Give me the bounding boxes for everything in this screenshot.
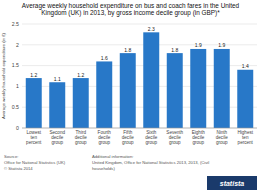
data-label: 1.1	[54, 76, 61, 82]
text-line: group	[51, 140, 63, 145]
text-line: group	[122, 140, 134, 145]
x-tick-label: Sixthdecilegroup	[145, 130, 157, 145]
text-line: group	[98, 140, 110, 145]
x-tick-label: Seconddecilegroup	[49, 130, 65, 145]
text-line: Kingdom (UK) in 2013, by gross income de…	[41, 9, 220, 17]
bar	[237, 70, 253, 128]
bar	[214, 49, 230, 128]
text-line: Source:	[4, 154, 18, 159]
bar	[143, 32, 159, 128]
y-tick-label: 1	[16, 83, 19, 89]
bar	[49, 82, 65, 128]
data-label: 1.6	[101, 55, 108, 61]
bar	[96, 61, 112, 128]
title: Average weekly household expenditure on …	[22, 2, 240, 17]
y-tick-label: 2	[16, 42, 19, 48]
text-line: households)	[92, 166, 115, 171]
text-line: group	[169, 140, 181, 145]
text-line: United Kingdom, Office for National Stat…	[92, 160, 209, 165]
bar	[73, 78, 89, 128]
x-tick-label: Lowesttenpercent	[26, 130, 42, 145]
text-line: group	[216, 140, 228, 145]
y-tick-label: 0.5	[12, 104, 19, 110]
y-tick-label: 0	[16, 125, 19, 131]
text-line: group	[145, 140, 157, 145]
x-axis-line	[22, 128, 257, 129]
bar	[120, 53, 136, 128]
grid-line	[22, 24, 257, 25]
bars	[26, 32, 253, 128]
data-label: 1.8	[124, 47, 131, 53]
text-line: Office for National Statistics (UK)	[4, 160, 66, 165]
x-tick-label: Ninthdecilegroup	[216, 130, 228, 145]
text-line: group	[75, 140, 87, 145]
additional-note: Additional information:United Kingdom, O…	[92, 154, 209, 171]
bar	[26, 78, 42, 128]
x-tick-label: Thirddecilegroup	[75, 130, 87, 145]
data-label: 1.9	[218, 42, 225, 48]
data-label: 1.8	[171, 47, 178, 53]
grid	[22, 24, 257, 128]
data-label: 1.4	[242, 63, 249, 69]
data-label: 1.2	[30, 72, 37, 78]
source-note: Source:Office for National Statistics (U…	[4, 154, 66, 171]
data-label: 2.3	[148, 26, 155, 32]
data-label: 1.9	[195, 42, 202, 48]
chart: Average weekly household expenditure on …	[0, 0, 261, 193]
text-line: percent	[238, 140, 254, 145]
bar	[190, 49, 206, 128]
logo-box	[207, 176, 257, 190]
text-line: percent	[26, 140, 42, 145]
text-line: group	[192, 140, 204, 145]
data-label: 1.2	[77, 72, 84, 78]
text-line: © Statista 2014	[4, 166, 33, 171]
y-tick-label: 2.5	[12, 21, 19, 27]
y-tick-label: 1.5	[12, 62, 19, 68]
x-tick-label: Fifthdecilegroup	[122, 130, 134, 145]
x-tick-label: Eighthdecilegroup	[192, 130, 205, 145]
text-line: Additional information:	[92, 154, 133, 159]
bar	[167, 53, 183, 128]
x-tick-label: Seventhdecilegroup	[166, 130, 183, 145]
logo-text: statista	[220, 180, 245, 187]
y-axis-label: Average weekly household expenditure (in…	[1, 32, 6, 118]
x-tick-label: Fourthdecilegroup	[98, 130, 112, 145]
x-tick-label: Highesttenpercent	[237, 130, 253, 145]
